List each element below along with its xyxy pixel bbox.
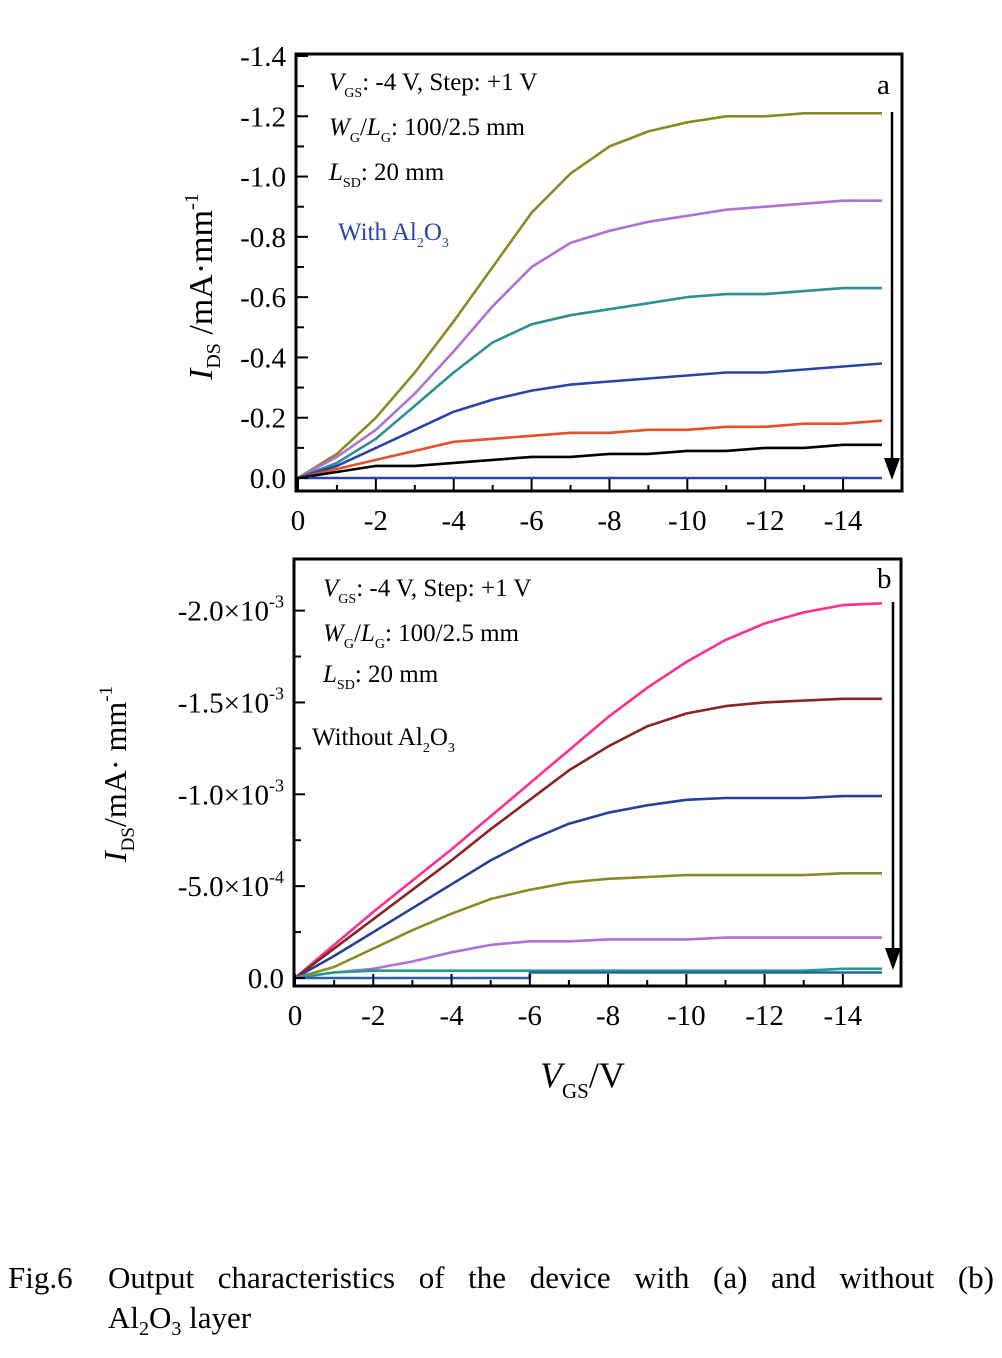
panel-b-x-axis-label: VGS/V — [540, 1055, 625, 1103]
panel-a-chart: 0 -2 -4 -6 -8 -10 -12 -14 0.0 -0.2 -0.4 -0.6 -0.8 -1.… — [181, 41, 904, 537]
x-tick-label: -10 — [668, 505, 707, 537]
y-tick-label: -0.6 — [240, 282, 286, 314]
panel-a-letter-label: a — [877, 69, 890, 101]
y-tick-label: 0.0 — [250, 463, 286, 495]
x-tick-label: -12 — [745, 1000, 784, 1032]
panel-a-series-group — [297, 112, 883, 480]
series-line-2 — [294, 697, 882, 980]
caption-figure-number: Fig.6 — [8, 1260, 73, 1295]
caption-o: O — [149, 1300, 172, 1335]
x-tick-label: 0 — [288, 1000, 303, 1032]
panel-b-vgs-annotation: VGS: -4 V, Step: +1 V — [323, 575, 531, 607]
series-line-2 — [297, 199, 882, 480]
panel-a-wl-annotation: WG/LG: 100/2.5 mm — [329, 114, 526, 146]
panel-a-vgs-annotation: VGS: -4 V, Step: +1 V — [329, 69, 537, 101]
series-line-6 — [294, 967, 882, 980]
y-tick-label: -2.0×10-3 — [178, 592, 284, 628]
series-line-1 — [297, 112, 882, 480]
caption-line-2: Al2O3 layer — [108, 1298, 251, 1349]
y-tick-label: -5.0×10-4 — [178, 867, 284, 903]
panel-a-ticks: 0 -2 -4 -6 -8 -10 -12 -14 0.0 -0.2 -0.4 -0.6 -0.8 -1.… — [240, 41, 863, 537]
x-tick-label: -14 — [824, 505, 863, 537]
panel-b-plot-frame — [292, 557, 903, 988]
x-tick-label: 0 — [291, 505, 306, 537]
y-tick-label: -0.2 — [240, 403, 286, 435]
caption-al: Al — [108, 1300, 139, 1335]
panel-a-lsd-annotation: LSD: 20 mm — [328, 159, 445, 191]
panel-b-wl-annotation: WG/LG: 100/2.5 mm — [323, 620, 520, 652]
y-tick-label: -1.2 — [240, 101, 286, 133]
series-line-4 — [294, 872, 882, 980]
panel-b-step-arrow-head — [885, 948, 901, 970]
figure: 0 -2 -4 -6 -8 -10 -12 -14 0.0 -0.2 -0.4 -0.6 -0.8 -1.… — [96, 41, 904, 1103]
x-tick-label: -6 — [518, 1000, 542, 1032]
caption-line-1: Fig.6 Output characteristics of the devic… — [8, 1258, 994, 1298]
y-tick-label: 0.0 — [248, 963, 284, 995]
panel-b-condition-label: Without Al2O3 — [312, 724, 455, 756]
panel-b-lsd-annotation: LSD: 20 mm — [322, 661, 439, 693]
caption-sub-2: 2 — [139, 1318, 149, 1341]
y-tick-label: -1.4 — [240, 41, 286, 73]
series-line-5 — [297, 419, 883, 480]
x-tick-label: -2 — [364, 505, 388, 537]
panel-a-condition-label: With Al2O3 — [338, 219, 449, 251]
x-tick-label: -6 — [520, 505, 544, 537]
x-tick-label: -8 — [597, 505, 621, 537]
series-line-6 — [297, 443, 882, 480]
series-line-3 — [294, 794, 882, 980]
panel-a-step-arrow-head — [884, 458, 900, 480]
y-tick-label: -1.5×10-3 — [178, 683, 284, 719]
y-tick-label: -0.8 — [240, 222, 286, 254]
y-tick-label: -1.0×10-3 — [178, 775, 284, 811]
series-line-1 — [294, 602, 883, 979]
panel-a-y-axis-label: IDS /mA·mm-1 — [181, 193, 225, 381]
y-tick-label: -1.0 — [240, 162, 286, 194]
panel-a-plot-frame — [294, 52, 904, 493]
x-tick-label: -14 — [824, 1000, 863, 1032]
x-tick-label: -2 — [361, 1000, 385, 1032]
x-tick-label: -10 — [667, 1000, 706, 1032]
panel-b-ticks: 0 -2 -4 -6 -8 -10 -12 -14 0.0 -5.0×10-4 -1.0×10-3 -… — [178, 592, 863, 1032]
caption-layer: layer — [181, 1300, 252, 1335]
panel-b-y-axis-label: IDS/mA· mm-1 — [96, 686, 139, 863]
series-line-5 — [294, 936, 882, 980]
caption-sub-3: 3 — [171, 1318, 182, 1341]
x-tick-label: -12 — [746, 505, 785, 537]
caption-text: Output characteristics of the device wit… — [108, 1260, 994, 1295]
series-line-3 — [297, 286, 882, 480]
x-tick-label: -8 — [596, 1000, 620, 1032]
panel-b-chart: 0 -2 -4 -6 -8 -10 -12 -14 0.0 -5.0×10-4 -1.0×10-3 -… — [96, 557, 903, 1103]
x-tick-label: -4 — [442, 505, 467, 537]
x-tick-label: -4 — [439, 1000, 464, 1032]
series-line-4 — [297, 362, 883, 480]
panel-b-series-group — [294, 602, 883, 980]
y-tick-label: -0.4 — [240, 342, 286, 374]
series-line-7 — [295, 971, 882, 980]
panel-b-letter-label: b — [877, 563, 892, 595]
